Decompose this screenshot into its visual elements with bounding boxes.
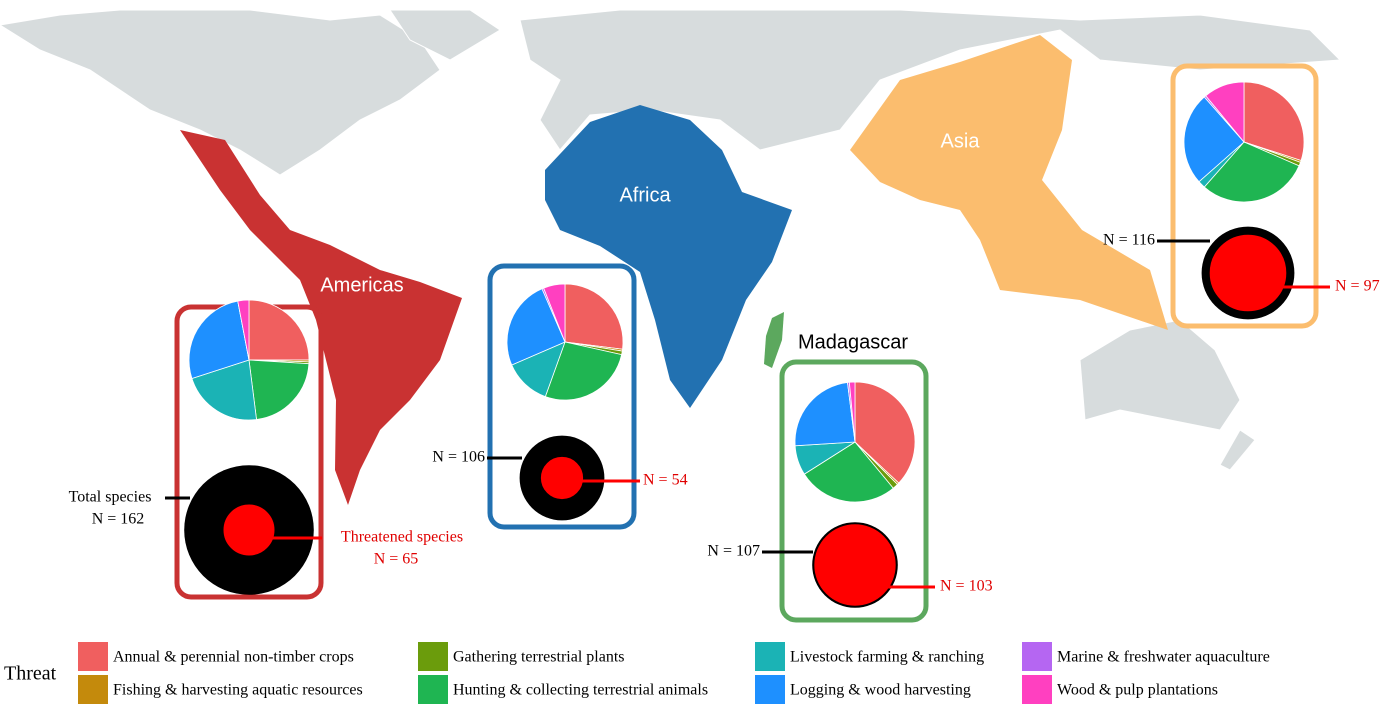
region-name: Africa [619,184,671,206]
legend-swatch [1022,675,1052,704]
threatened-circle [539,455,585,501]
legend-swatch [418,675,448,704]
threatened-circle [1208,233,1288,313]
total-label: N = 162 [92,511,145,528]
total-label: N = 106 [432,449,485,466]
land [1079,319,1241,431]
threatened-circle [813,523,897,607]
pie-slice [248,299,310,361]
legend-label: Wood & pulp plantations [1057,682,1218,699]
threatened-label: N = 103 [940,578,993,595]
legend-label: Annual & perennial non-timber crops [113,649,354,666]
legend-label: Gathering terrestrial plants [453,649,625,666]
madagascar-land [764,312,784,368]
pie-slice [848,381,856,443]
pie-slice [248,359,310,420]
legend-swatch [1022,642,1052,671]
world-map [0,9,1342,471]
threatened-annotation: Threatened species [341,529,463,546]
pie-slice [1243,81,1305,162]
threatened-label: N = 65 [374,551,419,568]
region-box [487,263,637,530]
pie-slice [1203,141,1300,203]
land [389,9,501,61]
pie-slice [237,299,250,361]
pie-slice [506,288,566,366]
legend-label: Marine & freshwater aquaculture [1057,649,1270,666]
legend-swatch [78,675,108,704]
threatened-circle [222,503,276,557]
pie-slice [1183,96,1245,183]
threatened-label: N = 97 [1335,278,1380,295]
legend-title: Threat [4,663,57,685]
legend-label: Hunting & collecting terrestrial animals [453,682,708,699]
region-name: Madagascar [798,331,908,353]
pie-slice [191,359,257,421]
pie-slice [543,283,566,343]
pie-slice [564,283,624,350]
total-annotation: Total species [69,489,152,506]
pie-slice [1205,81,1245,144]
pie-slice [803,441,894,503]
land [0,9,441,176]
asia-land [850,35,1168,330]
pie-slice [794,382,856,447]
legend-swatch [755,675,785,704]
legend-swatch [418,642,448,671]
total-label: N = 107 [707,543,760,560]
africa-land [545,105,792,408]
legend-label: Logging & wood harvesting [790,682,971,699]
total-label: N = 116 [1103,232,1155,249]
pie-slice [544,341,623,401]
region-box [1170,63,1319,329]
legend-swatch [755,642,785,671]
region-name: Asia [941,130,981,152]
legend-swatch [78,642,108,671]
threatened-label: N = 54 [643,472,688,489]
legend-label: Fishing & harvesting aquatic resources [113,682,363,699]
land [1219,429,1256,471]
pie-slice [854,381,916,484]
pie-slice [188,300,250,380]
land [519,9,1342,151]
region-box [779,359,929,623]
region-name: Americas [320,274,403,296]
legend-label: Livestock farming & ranching [790,649,984,666]
